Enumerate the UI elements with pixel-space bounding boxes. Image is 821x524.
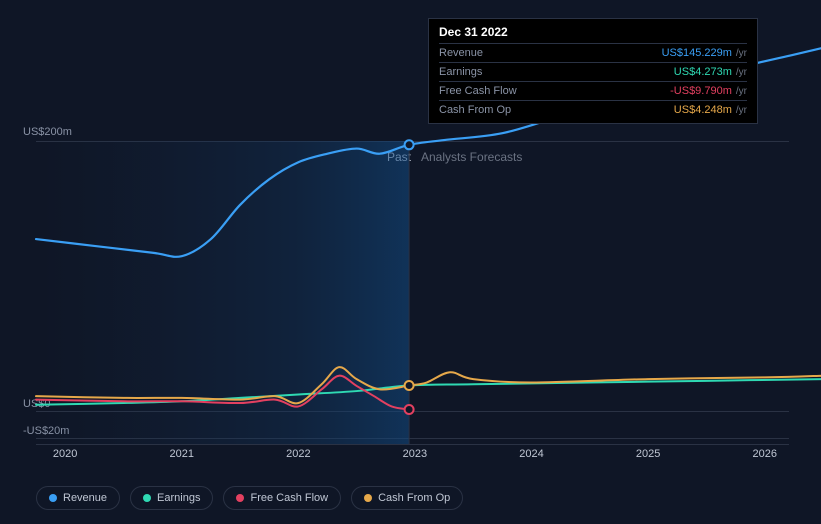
x-tick-label: 2023 [403, 448, 427, 460]
legend-color-dot [236, 494, 244, 502]
chart-legend: Revenue Earnings Free Cash Flow Cash From O… [36, 486, 463, 510]
legend-item-earnings[interactable]: Earnings [130, 486, 213, 510]
tooltip-metric-unit: /yr [736, 48, 747, 59]
legend-color-dot [49, 494, 57, 502]
x-tick-label: 2021 [169, 448, 193, 460]
tooltip-metric-value: -US$9.790m [670, 85, 732, 97]
chart-tooltip: Dec 31 2022 RevenueUS$145.229m/yrEarning… [428, 18, 758, 124]
tooltip-metric-unit: /yr [736, 86, 747, 97]
legend-label: Earnings [157, 492, 200, 504]
tooltip-row: Revenue US$145.229m/yr [439, 43, 747, 62]
tooltip-date: Dec 31 2022 [439, 25, 747, 43]
legend-item-revenue[interactable]: Revenue [36, 486, 120, 510]
series-marker-revenue [405, 140, 414, 149]
tooltip-metric-label: Revenue [439, 47, 483, 59]
tooltip-metric-value: US$4.248m [674, 104, 732, 116]
x-tick-label: 2020 [53, 448, 77, 460]
tooltip-metric-value: US$145.229m [662, 47, 732, 59]
tooltip-row: Free Cash Flow -US$9.790m/yr [439, 81, 747, 100]
tooltip-metric-label: Earnings [439, 66, 482, 78]
legend-color-dot [143, 494, 151, 502]
x-tick-label: 2025 [636, 448, 660, 460]
tooltip-metric-unit: /yr [736, 105, 747, 116]
legend-label: Free Cash Flow [250, 492, 328, 504]
tooltip-metric-label: Free Cash Flow [439, 85, 517, 97]
x-tick-label: 2022 [286, 448, 310, 460]
financial-chart: US$200m US$0 -US$20m Past Analysts Forec… [18, 0, 805, 524]
tooltip-row: Cash From Op US$4.248m/yr [439, 100, 747, 119]
x-tick-label: 2026 [752, 448, 776, 460]
tooltip-metric-value: US$4.273m [674, 66, 732, 78]
tooltip-row: Earnings US$4.273m/yr [439, 62, 747, 81]
legend-label: Cash From Op [378, 492, 450, 504]
x-tick-label: 2024 [519, 448, 543, 460]
series-marker-free-cash-flow [405, 405, 414, 414]
x-axis-line [36, 444, 789, 445]
legend-color-dot [364, 494, 372, 502]
legend-label: Revenue [63, 492, 107, 504]
legend-item-free-cash-flow[interactable]: Free Cash Flow [223, 486, 341, 510]
legend-item-cash-from-op[interactable]: Cash From Op [351, 486, 463, 510]
tooltip-metric-label: Cash From Op [439, 104, 511, 116]
tooltip-metric-unit: /yr [736, 67, 747, 78]
series-marker-cash-from-op [405, 381, 414, 390]
